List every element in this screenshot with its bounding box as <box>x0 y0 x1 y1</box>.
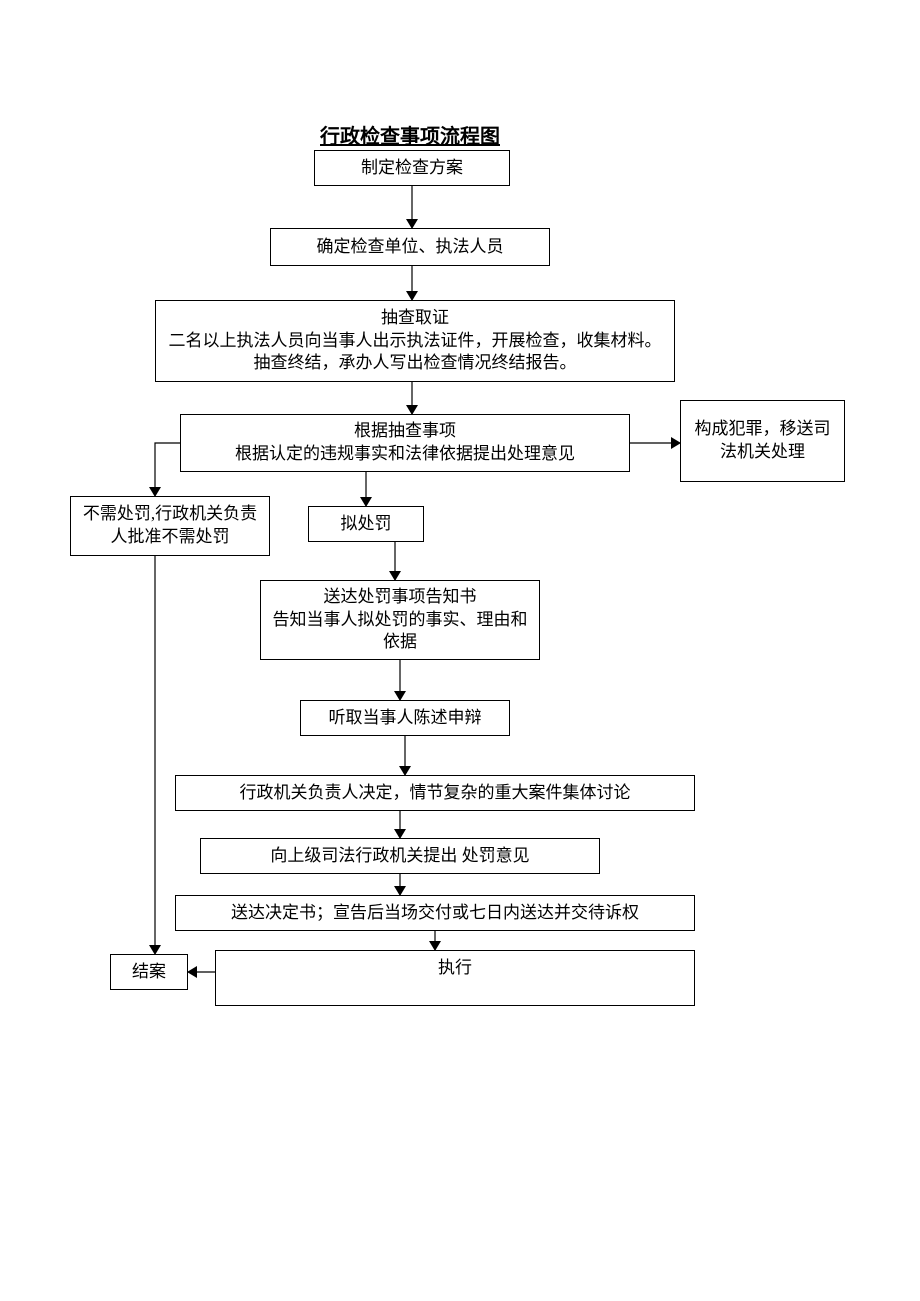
node-n13: 执行 <box>215 950 695 1006</box>
node-n5: 构成犯罪，移送司法机关处理 <box>680 400 845 482</box>
node-n9: 听取当事人陈述申辩 <box>300 700 510 736</box>
node-n9-line1: 听取当事人陈述申辩 <box>329 707 482 730</box>
node-n3-line1: 抽查取证 <box>381 307 449 330</box>
node-n12-line1: 送达决定书；宣告后当场交付或七日内送达并交待诉权 <box>231 902 639 925</box>
node-n4: 根据抽查事项根据认定的违规事实和法律依据提出处理意见 <box>180 414 630 472</box>
node-n8-line1: 送达处罚事项告知书 <box>324 586 477 609</box>
node-n11: 向上级司法行政机关提出 处罚意见 <box>200 838 600 874</box>
node-n14: 结案 <box>110 954 188 990</box>
node-n6-line1: 不需处罚,行政机关负责人批准不需处罚 <box>79 503 261 549</box>
node-n3: 抽查取证二名以上执法人员向当事人出示执法证件，开展检查，收集材料。抽查终结，承办… <box>155 300 675 382</box>
node-n7-line1: 拟处罚 <box>341 513 392 536</box>
node-n1: 制定检查方案 <box>314 150 510 186</box>
node-n6: 不需处罚,行政机关负责人批准不需处罚 <box>70 496 270 556</box>
flowchart-title: 行政检查事项流程图 <box>280 120 540 148</box>
edge-e6 <box>155 443 180 496</box>
node-n2: 确定检查单位、执法人员 <box>270 228 550 266</box>
node-n3-line2: 二名以上执法人员向当事人出示执法证件，开展检查，收集材料。抽查终结，承办人写出检… <box>164 330 666 376</box>
node-n7: 拟处罚 <box>308 506 424 542</box>
node-n11-line1: 向上级司法行政机关提出 处罚意见 <box>270 845 529 868</box>
node-n2-line1: 确定检查单位、执法人员 <box>317 236 504 259</box>
node-n10: 行政机关负责人决定，情节复杂的重大案件集体讨论 <box>175 775 695 811</box>
node-n13-line1: 执行 <box>438 957 472 980</box>
flowchart-canvas: { "type": "flowchart", "title": { "text"… <box>0 0 920 1301</box>
node-n14-line1: 结案 <box>132 961 166 984</box>
node-n12: 送达决定书；宣告后当场交付或七日内送达并交待诉权 <box>175 895 695 931</box>
node-n5-line1: 构成犯罪，移送司法机关处理 <box>689 418 836 464</box>
node-n8-line2: 告知当事人拟处罚的事实、理由和依据 <box>269 609 531 655</box>
node-n10-line1: 行政机关负责人决定，情节复杂的重大案件集体讨论 <box>240 782 631 805</box>
node-n4-line2: 根据认定的违规事实和法律依据提出处理意见 <box>235 443 575 466</box>
node-n8: 送达处罚事项告知书告知当事人拟处罚的事实、理由和依据 <box>260 580 540 660</box>
node-n1-line1: 制定检查方案 <box>361 157 463 180</box>
node-n4-line1: 根据抽查事项 <box>354 420 456 443</box>
